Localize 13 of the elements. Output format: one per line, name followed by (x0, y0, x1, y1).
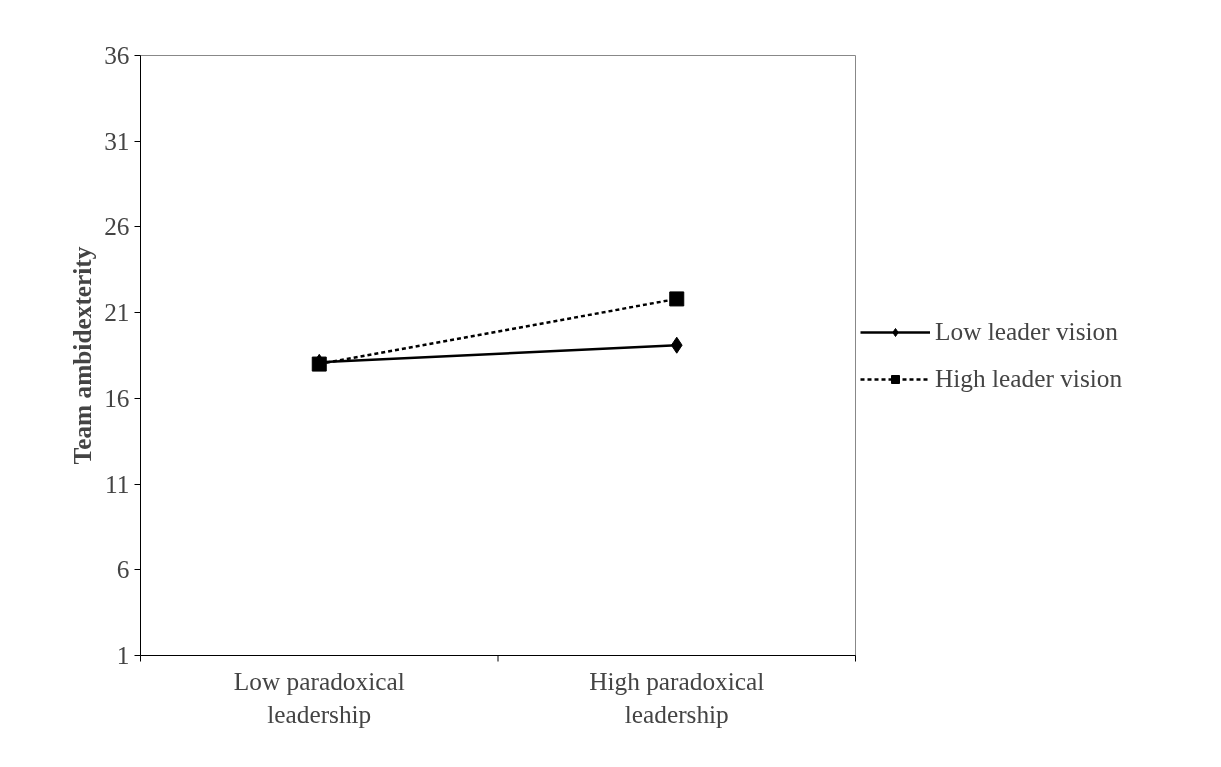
y-tick-label: 6 (116, 555, 130, 584)
x-tick-label: High paradoxical leadership (589, 666, 765, 729)
legend-label: Low leader vision (935, 317, 1118, 346)
x-tick-label: Low paradoxical leadership (233, 666, 405, 729)
y-tick-label: 11 (105, 469, 130, 498)
legend-label: High leader vision (935, 364, 1123, 393)
y-tick-label: 36 (104, 41, 130, 69)
y-tick-label: 21 (104, 298, 130, 327)
y-axis-title: Team ambidexterity (68, 246, 97, 465)
y-tick-label: 26 (104, 212, 130, 241)
y-tick-label: 16 (104, 383, 130, 412)
y-tick-label: 31 (104, 126, 130, 155)
y-tick-label: 1 (116, 641, 130, 669)
